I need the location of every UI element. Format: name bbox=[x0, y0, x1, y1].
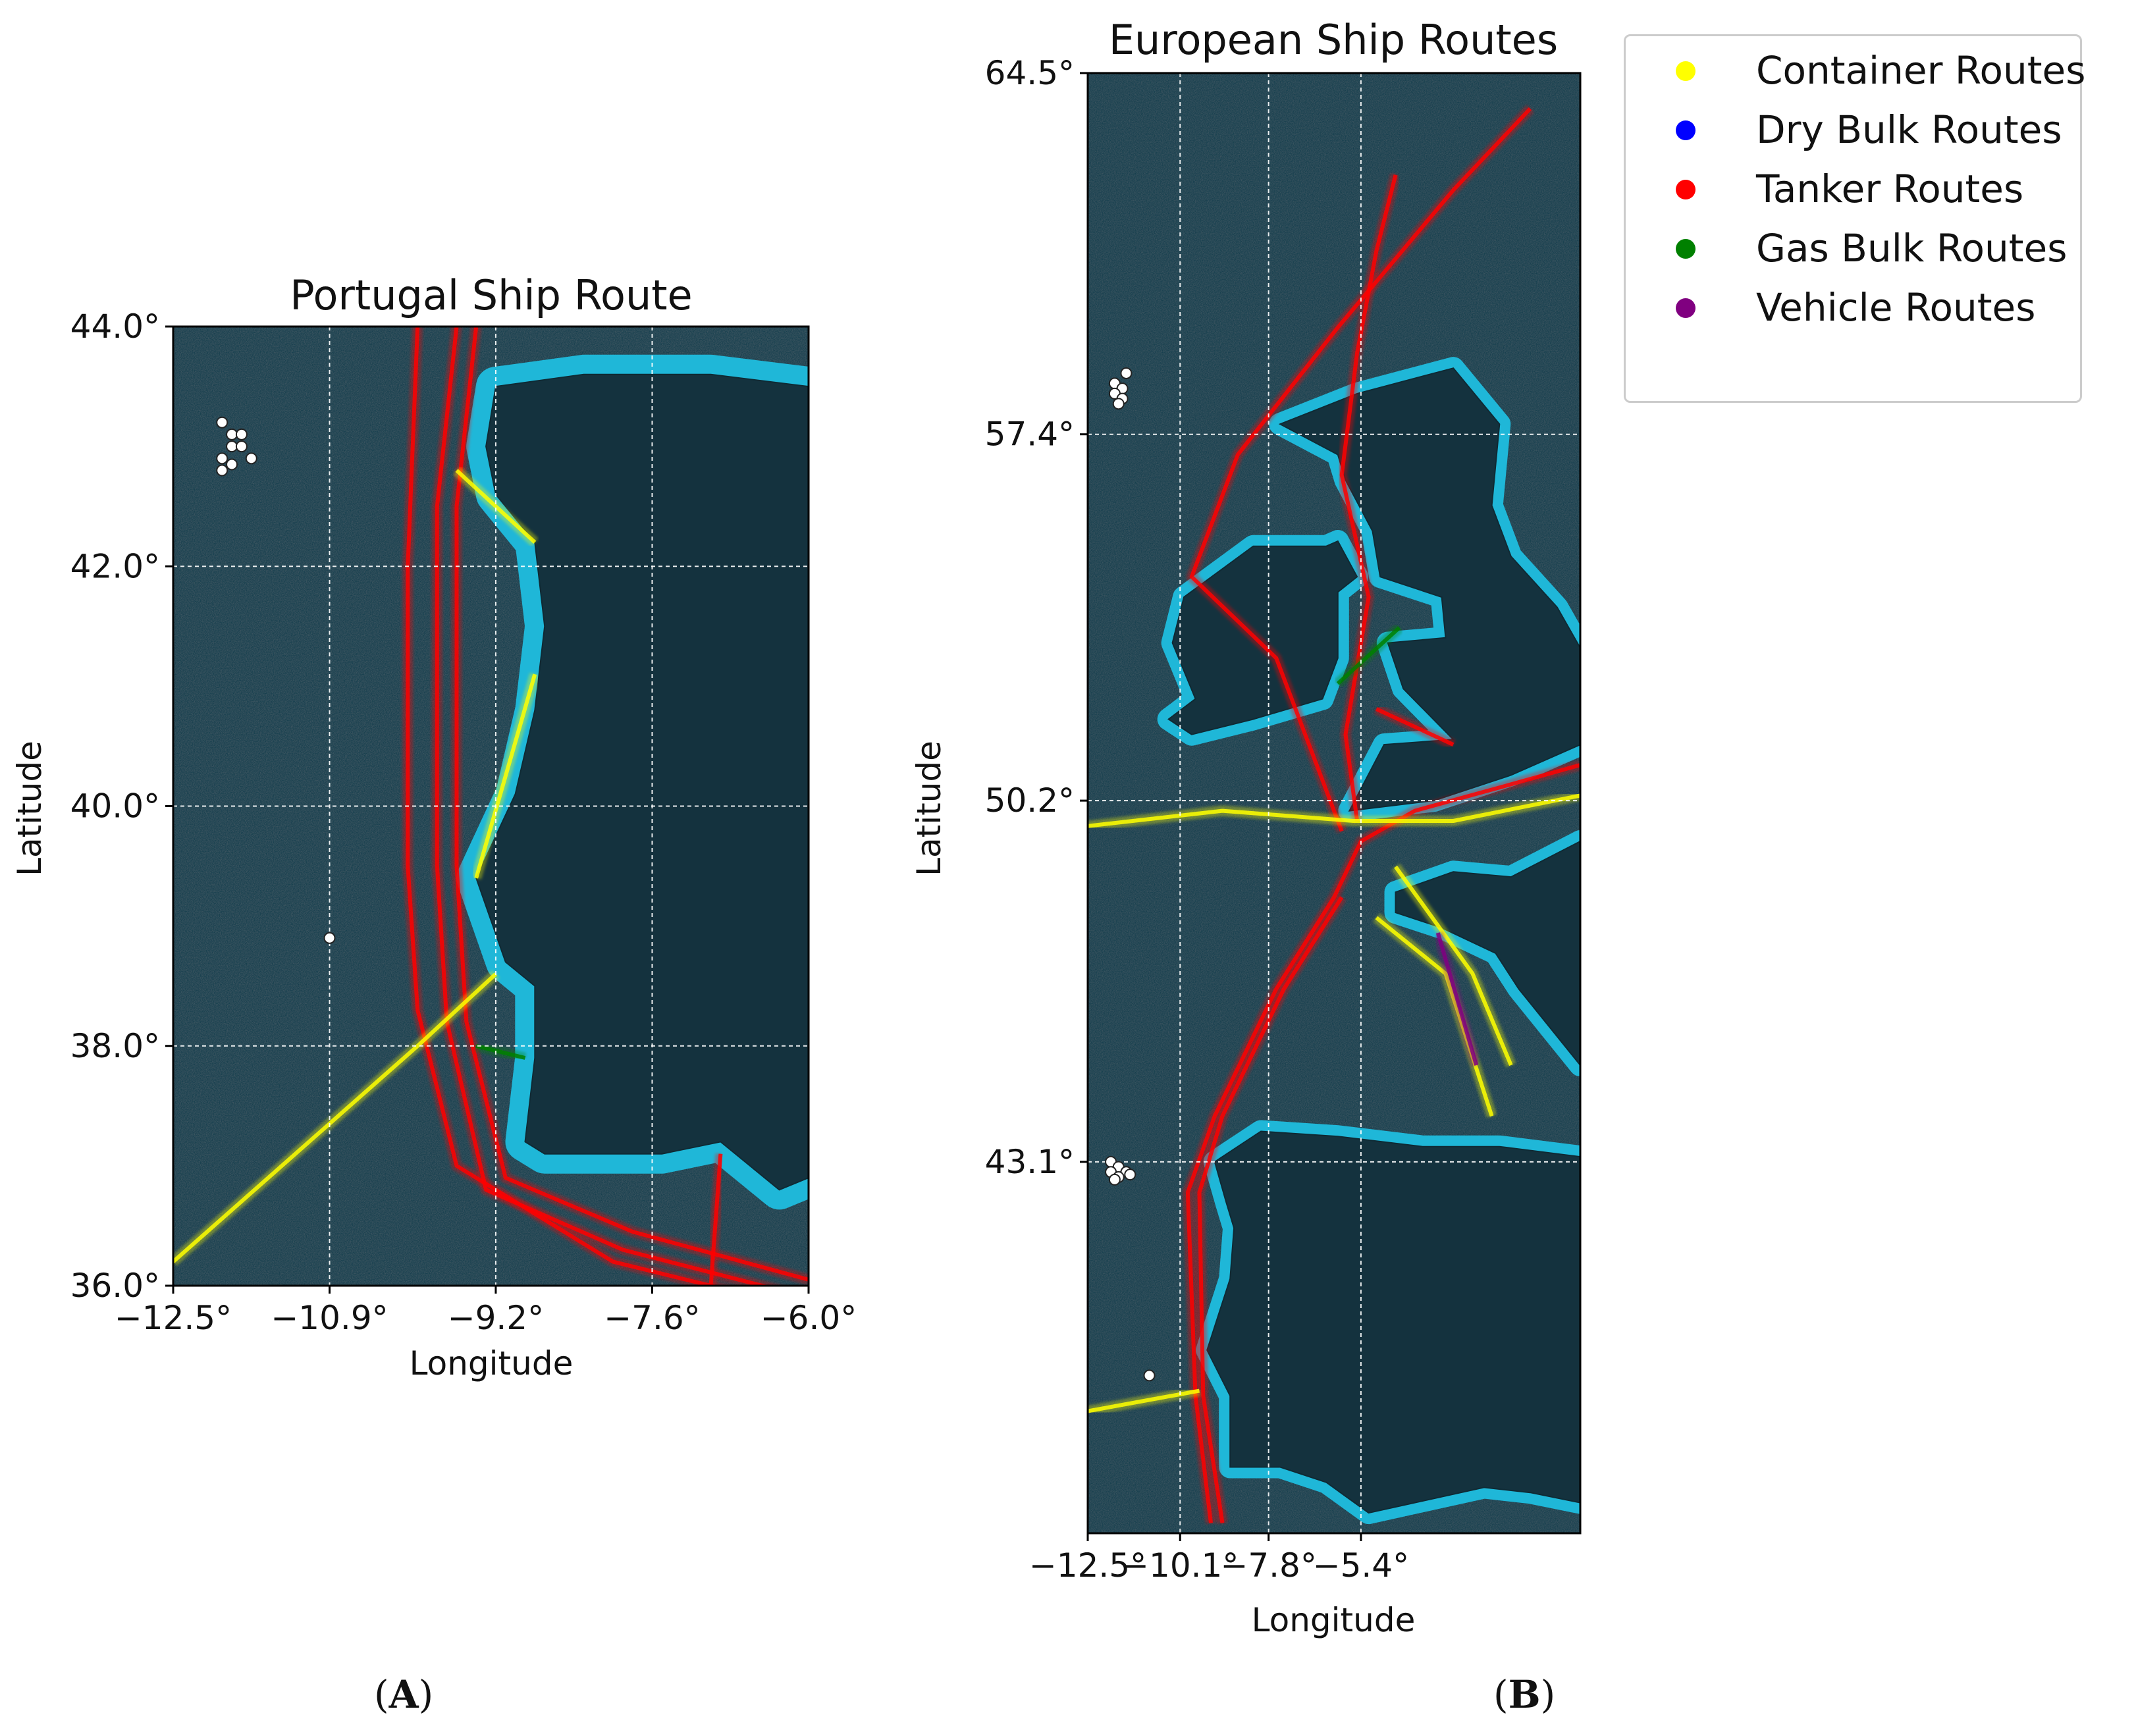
caption-b: (B) bbox=[1493, 1672, 1556, 1717]
y-tick-label: 44.0° bbox=[70, 307, 160, 346]
portugal-map-title: Portugal Ship Route bbox=[290, 271, 692, 319]
legend-label: Container Routes bbox=[1756, 48, 2086, 93]
europe-map: European Ship Routes −12.5°−10.1°−7.8°−5… bbox=[910, 16, 1582, 1639]
location-marker bbox=[226, 440, 238, 453]
caption-a: (A) bbox=[374, 1672, 434, 1717]
location-marker bbox=[226, 428, 238, 440]
legend-label: Tanker Routes bbox=[1756, 167, 2024, 211]
legend-label: Dry Bulk Routes bbox=[1756, 107, 2062, 152]
ship-route bbox=[474, 673, 537, 879]
caption-b-letter: B bbox=[1508, 1672, 1541, 1717]
ship-route bbox=[1375, 707, 1455, 747]
location-marker bbox=[323, 932, 336, 944]
legend-item-vehicle: Vehicle Routes bbox=[1626, 281, 2080, 334]
x-axis-label: Longitude bbox=[410, 1344, 574, 1382]
ship-route bbox=[455, 469, 537, 544]
ship-route bbox=[1336, 626, 1401, 685]
container-dot-icon bbox=[1676, 61, 1695, 81]
y-tick-label: 40.0° bbox=[70, 787, 160, 826]
ship-route bbox=[173, 972, 497, 1263]
x-tick-label: −10.9° bbox=[271, 1299, 388, 1337]
ship-route bbox=[1394, 865, 1513, 1066]
land-mass bbox=[475, 373, 809, 1191]
location-marker bbox=[226, 458, 238, 471]
legend-item-gas-bulk: Gas Bulk Routes bbox=[1626, 222, 2080, 275]
legend: Container Routes Dry Bulk Routes Tanker … bbox=[1624, 34, 2085, 403]
legend-item-tanker: Tanker Routes bbox=[1626, 163, 2080, 215]
location-marker bbox=[1120, 367, 1133, 379]
y-tick-label: 43.1° bbox=[985, 1143, 1075, 1181]
legend-item-dry-bulk: Dry Bulk Routes bbox=[1626, 103, 2080, 156]
ship-route bbox=[1339, 174, 1398, 822]
x-tick-label: −12.5° bbox=[115, 1299, 232, 1337]
y-tick-label: 50.2° bbox=[985, 781, 1075, 820]
portugal-map: Portugal Ship Route −12.5° −10.9° −9.2° −7.… bbox=[11, 271, 857, 1382]
y-tick-label: 38.0° bbox=[70, 1027, 160, 1065]
legend-label: Vehicle Routes bbox=[1756, 285, 2036, 330]
y-tick-label: 64.5° bbox=[985, 54, 1075, 92]
europe-map-title: European Ship Routes bbox=[1109, 16, 1558, 64]
ship-route bbox=[454, 327, 809, 1282]
location-marker bbox=[216, 464, 228, 477]
land-mass bbox=[1278, 367, 1580, 812]
x-tick-label: −6.0° bbox=[761, 1299, 857, 1337]
location-marker bbox=[1108, 1173, 1121, 1186]
land-mass bbox=[1395, 840, 1580, 1066]
y-tick-label: 36.0° bbox=[70, 1267, 160, 1305]
x-tick-label: −7.8° bbox=[1220, 1546, 1316, 1585]
y-axis-label: Latitude bbox=[11, 741, 49, 876]
legend-item-container: Container Routes bbox=[1626, 44, 2085, 97]
location-marker bbox=[235, 428, 248, 440]
y-tick-label: 42.0° bbox=[70, 547, 160, 585]
tanker-dot-icon bbox=[1676, 180, 1695, 199]
x-tick-label: −9.2° bbox=[448, 1299, 544, 1337]
dry-bulk-dot-icon bbox=[1676, 120, 1695, 140]
ship-route bbox=[475, 1043, 526, 1060]
x-tick-label: −5.4° bbox=[1313, 1546, 1409, 1585]
legend-label: Gas Bulk Routes bbox=[1756, 226, 2068, 271]
ship-route bbox=[1435, 932, 1479, 1066]
x-axis-label: Longitude bbox=[1252, 1601, 1416, 1639]
vehicle-dot-icon bbox=[1676, 298, 1695, 318]
ship-route bbox=[1185, 763, 1580, 1523]
caption-a-letter: A bbox=[388, 1672, 419, 1717]
location-marker bbox=[245, 452, 257, 465]
location-marker bbox=[216, 416, 228, 429]
axes-frame bbox=[1086, 72, 1582, 1535]
x-tick-label: −7.6° bbox=[604, 1299, 700, 1337]
land-mass bbox=[1206, 1130, 1580, 1514]
location-marker bbox=[216, 452, 228, 465]
gas-bulk-dot-icon bbox=[1676, 239, 1695, 259]
ship-route bbox=[1189, 107, 1532, 832]
x-tick-label: −12.5° bbox=[1029, 1546, 1146, 1585]
location-marker bbox=[235, 440, 248, 453]
location-marker bbox=[1112, 398, 1125, 410]
x-tick-label: −10.1° bbox=[1121, 1546, 1239, 1585]
ship-route bbox=[1197, 896, 1344, 1523]
ship-route bbox=[708, 1153, 723, 1286]
location-marker bbox=[1124, 1169, 1136, 1181]
location-marker bbox=[1143, 1369, 1156, 1382]
ship-route bbox=[1088, 793, 1580, 828]
y-tick-label: 57.4° bbox=[985, 415, 1075, 454]
y-axis-label: Latitude bbox=[910, 741, 948, 876]
